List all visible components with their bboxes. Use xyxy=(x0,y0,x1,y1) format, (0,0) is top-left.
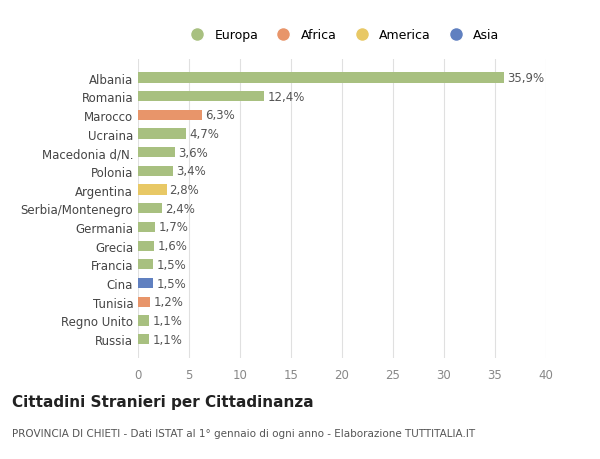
Bar xyxy=(138,260,154,270)
Bar xyxy=(138,148,175,158)
Bar xyxy=(138,204,163,214)
Text: 1,1%: 1,1% xyxy=(152,314,182,327)
Text: 6,3%: 6,3% xyxy=(205,109,235,122)
Bar xyxy=(138,185,167,196)
Text: 1,5%: 1,5% xyxy=(157,277,186,290)
Text: 1,7%: 1,7% xyxy=(158,221,188,234)
Text: 1,1%: 1,1% xyxy=(152,333,182,346)
Text: 3,4%: 3,4% xyxy=(176,165,205,178)
Text: PROVINCIA DI CHIETI - Dati ISTAT al 1° gennaio di ogni anno - Elaborazione TUTTI: PROVINCIA DI CHIETI - Dati ISTAT al 1° g… xyxy=(12,428,475,438)
Bar xyxy=(138,167,173,177)
Text: 1,6%: 1,6% xyxy=(157,240,187,252)
Text: 12,4%: 12,4% xyxy=(268,90,305,103)
Bar xyxy=(138,73,504,84)
Bar xyxy=(138,278,154,289)
Bar xyxy=(138,92,265,102)
Text: 4,7%: 4,7% xyxy=(189,128,219,141)
Bar xyxy=(138,297,150,307)
Text: 1,5%: 1,5% xyxy=(157,258,186,271)
Bar xyxy=(138,241,154,251)
Bar xyxy=(138,111,202,121)
Legend: Europa, Africa, America, Asia: Europa, Africa, America, Asia xyxy=(179,24,505,47)
Text: 2,4%: 2,4% xyxy=(166,202,196,215)
Text: 2,8%: 2,8% xyxy=(170,184,199,197)
Text: 1,2%: 1,2% xyxy=(154,296,183,308)
Text: 3,6%: 3,6% xyxy=(178,146,208,159)
Text: 35,9%: 35,9% xyxy=(507,72,544,85)
Bar xyxy=(138,334,149,344)
Bar xyxy=(138,316,149,326)
Text: Cittadini Stranieri per Cittadinanza: Cittadini Stranieri per Cittadinanza xyxy=(12,394,314,409)
Bar xyxy=(138,222,155,233)
Bar xyxy=(138,129,186,140)
